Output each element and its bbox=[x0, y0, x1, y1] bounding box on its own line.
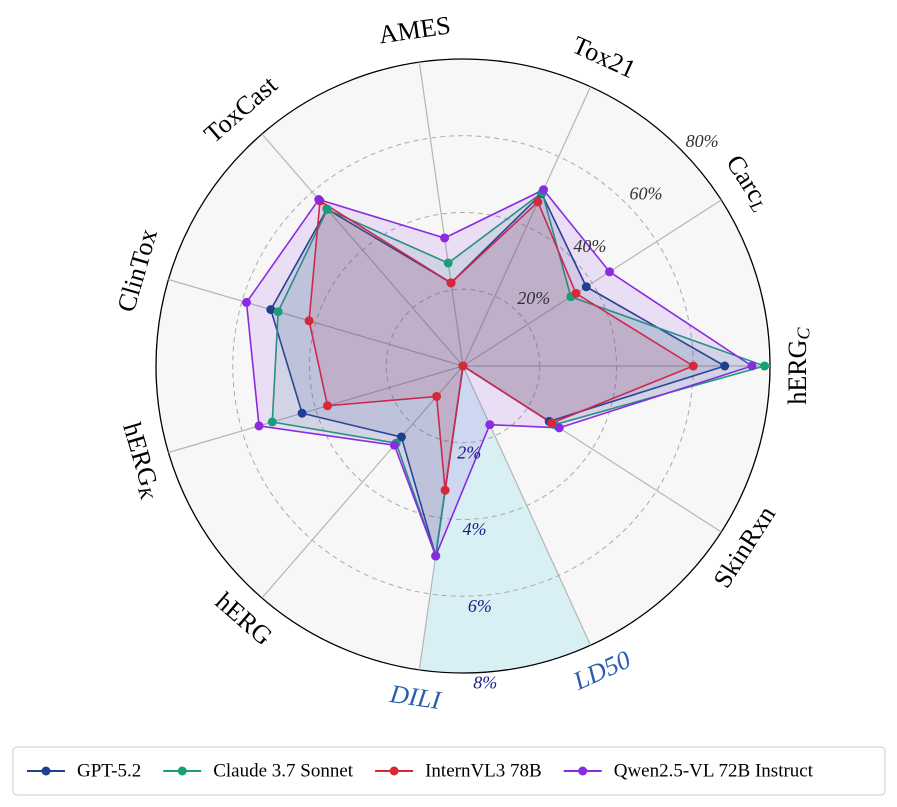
data-point bbox=[760, 361, 770, 371]
y2-tick-label: 2% bbox=[457, 443, 481, 463]
data-point bbox=[389, 440, 399, 450]
data-point bbox=[431, 551, 441, 561]
legend-label: Qwen2.5-VL 72B Instruct bbox=[614, 760, 814, 781]
data-point bbox=[323, 401, 333, 411]
data-point bbox=[720, 361, 730, 371]
data-point bbox=[533, 197, 543, 207]
y-tick-label: 80% bbox=[686, 131, 719, 151]
legend-box bbox=[12, 746, 886, 796]
legend-marker bbox=[177, 766, 187, 776]
legend-label: Claude 3.7 Sonnet bbox=[213, 760, 354, 781]
spoke bbox=[418, 62, 464, 367]
data-point bbox=[396, 432, 406, 442]
data-point bbox=[440, 485, 450, 495]
data-point bbox=[273, 307, 283, 317]
data-point bbox=[267, 417, 277, 427]
legend: GPT-5.2 Claude 3.7 Sonnet InternVL3 78B Qwe… bbox=[12, 746, 886, 796]
spoke bbox=[168, 365, 464, 454]
data-point bbox=[547, 418, 557, 428]
data-point bbox=[605, 267, 615, 277]
y2-tick-label: 4% bbox=[463, 519, 487, 539]
data-point bbox=[446, 278, 456, 288]
data-point bbox=[581, 282, 591, 292]
category-label: ClinTox bbox=[111, 226, 163, 316]
data-point bbox=[747, 361, 757, 371]
data-point bbox=[688, 361, 698, 371]
legend-marker bbox=[41, 766, 51, 776]
legend-label: InternVL3 78B bbox=[425, 760, 542, 781]
y2-tick-label: 8% bbox=[473, 672, 497, 692]
category-label: AMES bbox=[377, 10, 453, 49]
spoke bbox=[261, 133, 464, 367]
data-point bbox=[241, 297, 251, 307]
spoke bbox=[462, 365, 592, 646]
category-label: DILI bbox=[387, 679, 443, 715]
series-area bbox=[308, 199, 696, 491]
data-point bbox=[304, 316, 314, 326]
series-layer bbox=[241, 185, 770, 561]
category-label: Tox21 bbox=[568, 30, 640, 84]
legend-marker bbox=[389, 766, 399, 776]
data-point bbox=[254, 421, 264, 431]
data-point bbox=[443, 258, 453, 268]
data-point bbox=[440, 233, 450, 243]
data-point bbox=[266, 305, 276, 315]
category-label: CarcL bbox=[719, 150, 777, 216]
data-point bbox=[322, 204, 332, 214]
y-tick-label: 60% bbox=[630, 183, 663, 203]
y-tick-label: 40% bbox=[573, 236, 606, 256]
data-point bbox=[432, 391, 442, 401]
data-point bbox=[539, 185, 549, 195]
data-point bbox=[485, 420, 495, 430]
data-point bbox=[297, 408, 307, 418]
spoke bbox=[462, 86, 592, 367]
data-point bbox=[458, 361, 468, 371]
legend-label: GPT-5.2 bbox=[77, 760, 141, 781]
category-label: hERGK bbox=[116, 419, 167, 502]
spoke bbox=[261, 365, 464, 599]
data-point bbox=[554, 423, 564, 433]
series-area bbox=[245, 188, 754, 559]
spoke bbox=[168, 278, 464, 367]
data-point bbox=[314, 195, 324, 205]
category-label: hERGC bbox=[783, 327, 814, 405]
legend-marker bbox=[578, 766, 588, 776]
y-tick-label: 20% bbox=[517, 288, 550, 308]
y2-tick-label: 6% bbox=[468, 596, 492, 616]
category-label: LD50 bbox=[568, 645, 635, 696]
spoke bbox=[462, 199, 722, 367]
data-point bbox=[571, 288, 581, 298]
